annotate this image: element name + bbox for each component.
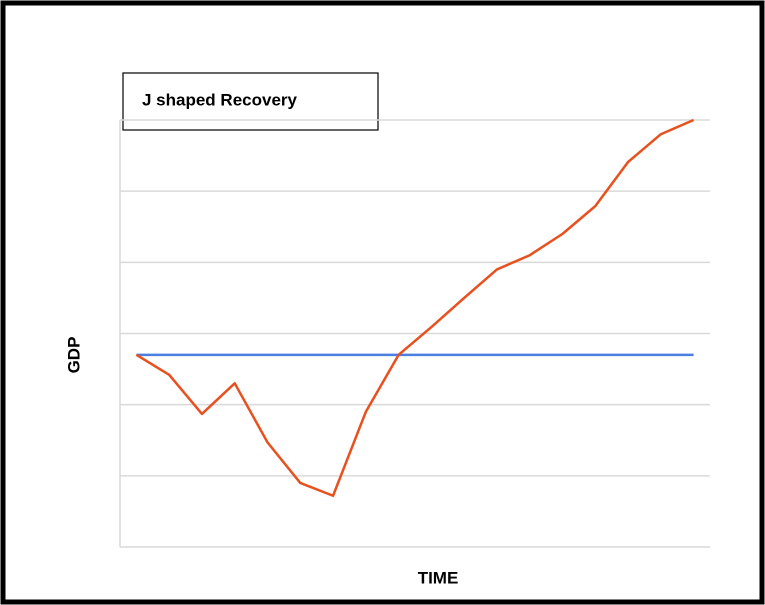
- chart-title: J shaped Recovery: [142, 90, 298, 109]
- y-axis-label: GDP: [64, 337, 83, 374]
- series-line: [135, 118, 695, 498]
- x-axis-label: TIME: [418, 568, 459, 587]
